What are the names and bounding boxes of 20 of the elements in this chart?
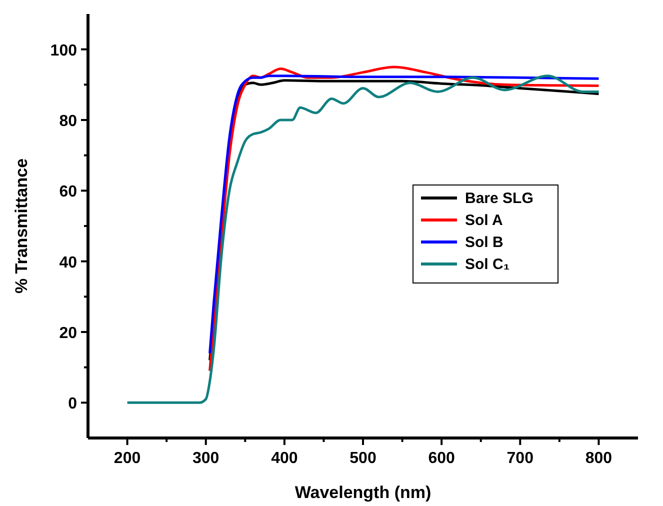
x-tick-label: 600 [428,450,456,467]
x-tick-label: 300 [192,450,220,467]
y-tick-label: 100 [50,42,78,60]
x-tick-label: 200 [114,450,141,467]
x-tick-label: 500 [350,450,376,467]
line-series [126,74,600,404]
x-tick-label: 800 [585,450,612,467]
y-tick-label: 80 [59,113,78,130]
legend-label: Bare SLG [465,190,534,207]
y-tick-label: 0 [68,396,78,413]
x-tick-label: 700 [506,450,534,467]
y-axis-title: % Transmittance [12,158,31,294]
legend-label: Sol B [465,234,504,251]
x-axis-title: Wavelength (nm) [294,483,432,502]
y-tick-label: 20 [59,325,78,342]
y-tick-label: 60 [59,184,78,201]
y-tick-label: 40 [59,254,78,272]
x-tick-label: 400 [271,450,298,467]
legend-label: Sol C₁ [465,256,510,273]
legend-label: Sol A [465,212,503,229]
